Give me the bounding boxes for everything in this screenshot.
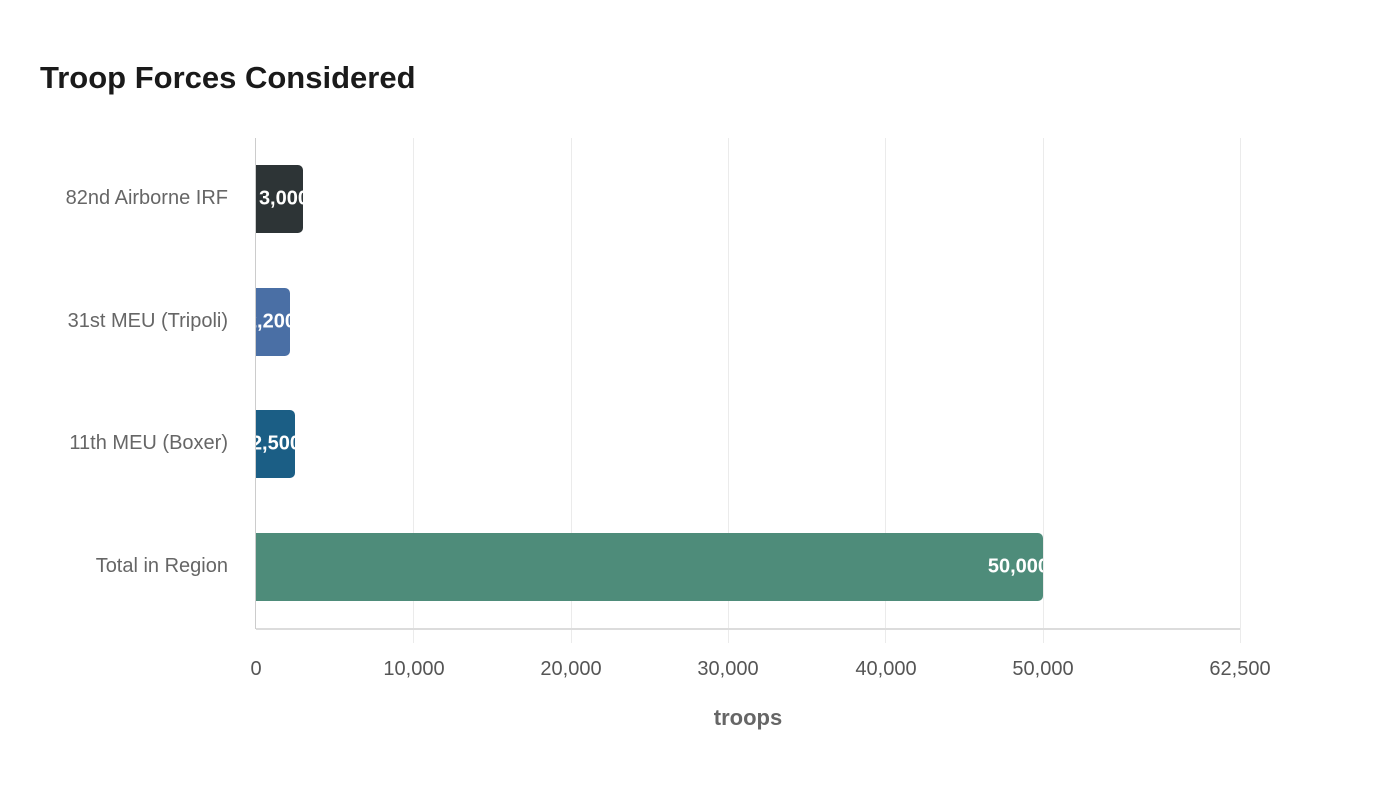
bar-82nd-airborne[interactable]: 3,000 xyxy=(256,165,303,233)
bar-value-label: 2,200 xyxy=(256,310,290,333)
x-axis-title: troops xyxy=(713,705,783,730)
x-axis-line xyxy=(256,628,1240,630)
y-tick-label: 82nd Airborne IRF xyxy=(65,187,228,209)
bar-value-label: 2,500 xyxy=(256,432,295,455)
gridline xyxy=(571,138,572,643)
bar-value-label: 50,000 xyxy=(987,555,1043,578)
gridline xyxy=(413,138,414,643)
bar-value-label: 3,000 xyxy=(258,187,303,210)
x-tick-label: 50,000 xyxy=(1012,658,1074,680)
gridline xyxy=(1043,138,1044,643)
plot-area: 3,000 2,200 2,500 50,000 xyxy=(256,138,1240,629)
chart-title: Troop Forces Considered xyxy=(40,60,416,95)
y-axis-line xyxy=(255,138,256,629)
bar-11th-meu[interactable]: 2,500 xyxy=(256,410,295,478)
y-tick-label: Total in Region xyxy=(95,555,228,577)
y-tick-label: 31st MEU (Tripoli) xyxy=(67,310,228,332)
gridline xyxy=(885,138,886,643)
x-tick-label: 40,000 xyxy=(855,658,917,680)
gridline xyxy=(1240,138,1241,643)
bar-total-in-region[interactable]: 50,000 xyxy=(256,533,1043,601)
y-tick-label: 11th MEU (Boxer) xyxy=(69,432,228,454)
x-tick-label: 10,000 xyxy=(383,658,445,680)
bar-31st-meu[interactable]: 2,200 xyxy=(256,288,290,356)
x-tick-label: 62,500 xyxy=(1209,658,1271,680)
x-tick-label: 30,000 xyxy=(697,658,759,680)
x-tick-label: 0 xyxy=(250,658,262,680)
gridline xyxy=(728,138,729,643)
x-tick-label: 20,000 xyxy=(540,658,602,680)
